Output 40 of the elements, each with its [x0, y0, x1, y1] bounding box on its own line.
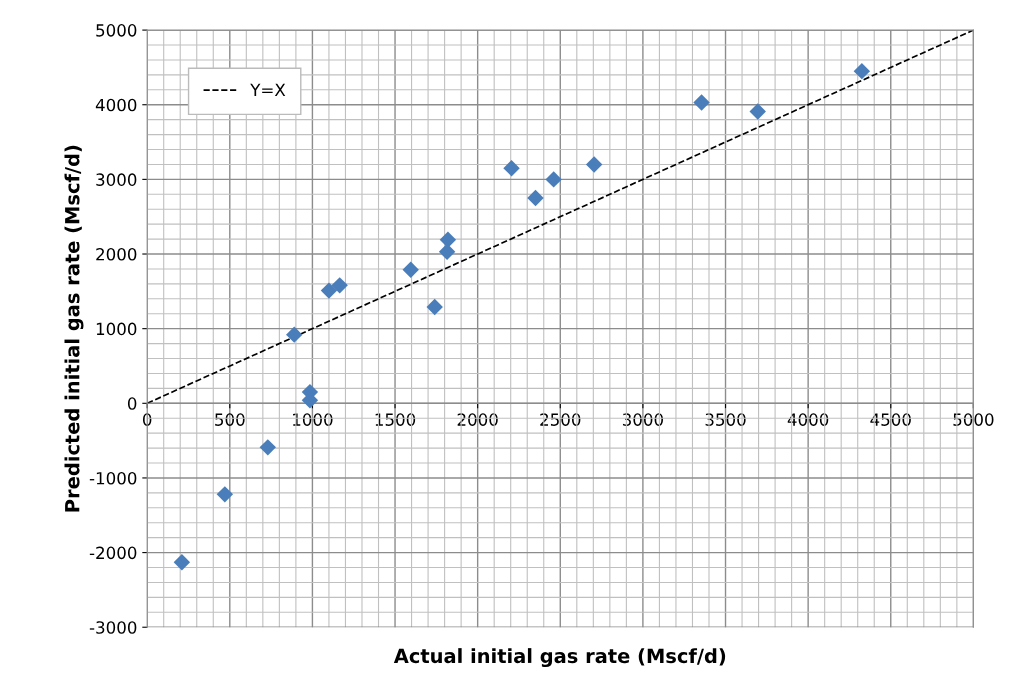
point — [527, 189, 544, 207]
x-tick-label: 4500 — [870, 413, 911, 426]
point — [173, 554, 191, 571]
y-tick-label: -2000 — [89, 546, 137, 560]
point — [426, 298, 443, 316]
x-tick-label: 1500 — [375, 413, 416, 426]
point — [216, 486, 234, 503]
point — [402, 261, 419, 278]
y-tick-label: -1000 — [89, 471, 137, 485]
x-tick-label: 2500 — [540, 413, 581, 426]
y-tick-label: 3000 — [96, 173, 137, 186]
legend-label: Y=X — [250, 83, 286, 96]
point — [585, 156, 603, 173]
point — [259, 439, 277, 456]
y-tick-label: 5000 — [96, 24, 137, 37]
y-tick-label: 1000 — [96, 322, 137, 336]
point — [749, 103, 766, 120]
y-tick-label: 4000 — [95, 98, 137, 112]
point — [439, 231, 457, 249]
x-tick-label: 0 — [142, 413, 152, 426]
point — [853, 62, 871, 80]
x-tick-label: 1000 — [293, 413, 333, 426]
point — [545, 171, 562, 188]
x-tick-label: 500 — [215, 413, 245, 426]
x-axis-title: Actual initial gas rate (Mscf/d) — [393, 648, 726, 668]
x-tick-label: 2000 — [457, 413, 498, 426]
point — [693, 94, 710, 111]
y-tick-label: 2000 — [96, 247, 137, 261]
x-tick-label: 4000 — [787, 413, 829, 426]
point — [503, 159, 520, 177]
y-tick-label: 0 — [127, 397, 137, 410]
y-tick-label: -3000 — [89, 621, 137, 634]
x-tick-label: 3500 — [705, 413, 746, 426]
x-tick-label: 5000 — [953, 413, 994, 426]
y-axis-title: Predicted initial gas rate (Mscf/d) — [64, 145, 84, 512]
point — [331, 277, 348, 294]
point — [320, 282, 338, 299]
point — [438, 243, 456, 260]
x-tick-label: 3000 — [622, 413, 663, 426]
point — [286, 326, 303, 343]
